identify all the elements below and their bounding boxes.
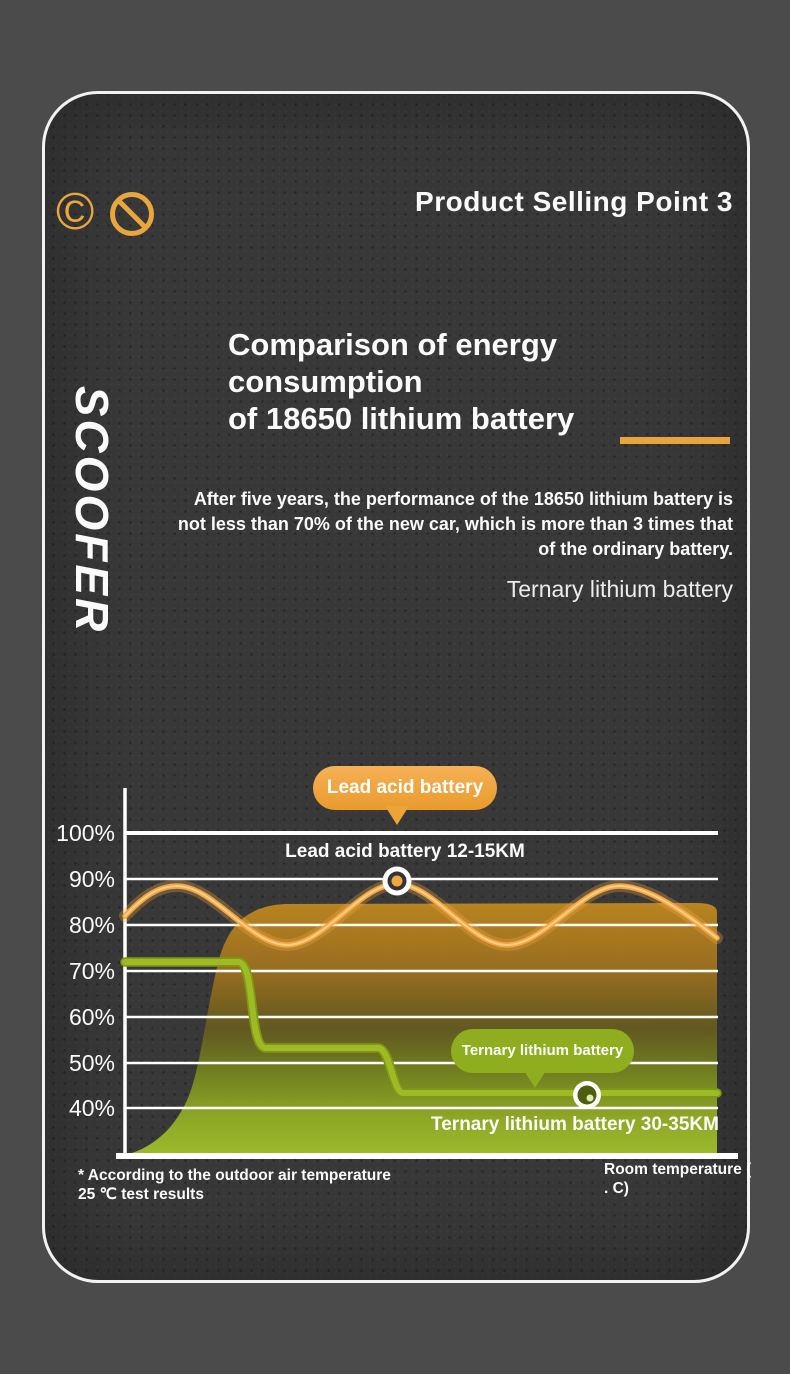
headline-line1: Comparison of energy consumption — [228, 327, 557, 399]
x-axis-label: Room temperature ( . C) — [604, 1161, 751, 1198]
y-tick-90: 90% — [68, 866, 115, 892]
chart-footnote-line2: 25 ℃ test results — [78, 1185, 204, 1203]
x-axis-label-line1: Room temperature ( — [604, 1161, 752, 1178]
headline-line2: of 18650 lithium battery — [228, 401, 575, 436]
y-tick-70: 70% — [68, 958, 115, 984]
ternary-bubble: Ternary lithium battery — [451, 1029, 634, 1073]
lead-acid-bubble-pointer — [385, 806, 409, 825]
y-tick-80: 80% — [68, 912, 115, 938]
ternary-line — [122, 959, 720, 1096]
subtitle: Ternary lithium battery — [506, 576, 733, 602]
gridlines — [125, 877, 718, 1110]
product-card — [42, 91, 750, 1283]
lead-acid-annotation: Lead acid battery 12-15KM — [285, 841, 525, 862]
chart-footnote-line1: * According to the outdoor air temperatu… — [78, 1167, 391, 1184]
y-tick-60: 60% — [68, 1004, 115, 1030]
description-paragraph: After five years, the performance of the… — [177, 489, 733, 559]
lead-acid-marker — [382, 866, 412, 896]
ternary-marker — [573, 1081, 601, 1109]
ternary-annotation: Ternary lithium battery 30-35KM — [431, 1114, 719, 1135]
headline: Comparison of energy consumption of 1865… — [228, 326, 748, 437]
page-title: Product Selling Point 3 — [415, 186, 733, 217]
chart-footnote: * According to the outdoor air temperatu… — [78, 1167, 391, 1204]
y-tick-100: 100% — [56, 820, 115, 846]
brand-logo: SCOOFER — [66, 385, 118, 635]
accent-divider — [620, 437, 730, 444]
y-tick-50: 50% — [68, 1050, 115, 1076]
no-entry-icon — [110, 192, 154, 236]
copyright-icon: © — [56, 183, 95, 241]
y-tick-40: 40% — [68, 1095, 115, 1121]
ternary-bubble-pointer — [523, 1069, 547, 1088]
lead-acid-bubble: Lead acid battery — [313, 766, 497, 810]
x-axis-label-line2: . C) — [604, 1179, 629, 1197]
